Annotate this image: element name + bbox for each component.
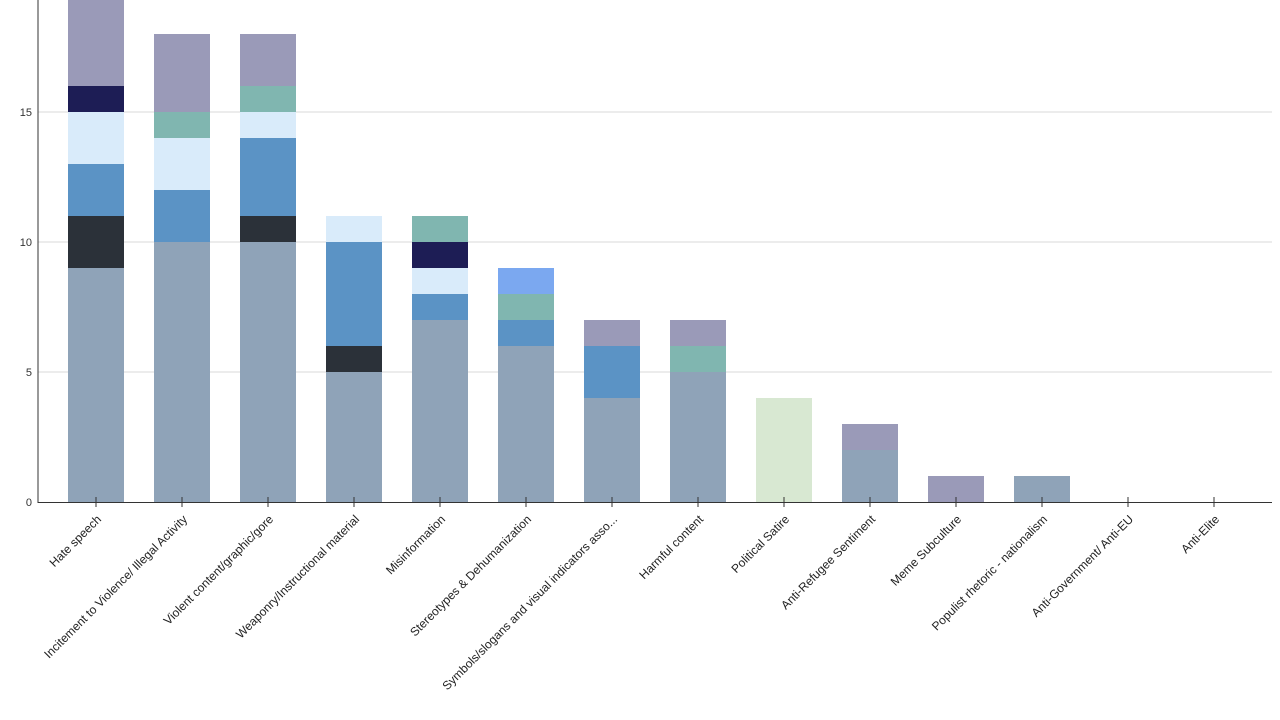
bar-segment (412, 294, 468, 320)
bar-segment (412, 320, 468, 502)
x-tick-label: Incitement to Violence/ Illegal Activity (41, 512, 190, 661)
bar-segment (584, 320, 640, 346)
bar-segment (240, 112, 296, 138)
bar-segment (584, 346, 640, 398)
bar-segment (240, 34, 296, 86)
x-tick-label: Anti-Government/ Anti-EU (1029, 512, 1137, 620)
y-tick-labels: 0 5 10 15 (20, 107, 32, 509)
bar-segment (68, 0, 124, 86)
bar-segment (670, 372, 726, 502)
gridlines (38, 111, 1272, 373)
bar-segment (240, 216, 296, 242)
x-tick-label: Hate speech (47, 512, 105, 570)
bar-segment (68, 86, 124, 112)
bars (68, 0, 1070, 502)
bar-segment (154, 112, 210, 138)
x-tick-label: Political Satire (728, 512, 792, 576)
bar-segment (498, 320, 554, 346)
bar-segment (240, 138, 296, 216)
bar-segment (154, 34, 210, 112)
bar-segment (326, 372, 382, 502)
bar-segment (756, 398, 812, 502)
x-tick-label: Meme Subculture (888, 512, 965, 589)
y-tick-label: 10 (20, 237, 32, 249)
y-tick-label: 15 (20, 107, 32, 119)
bar-segment (498, 268, 554, 294)
x-tick-label: Symbols/slogans and visual indicators as… (439, 512, 620, 693)
bar-segment (412, 268, 468, 294)
x-tick-label: Harmful content (636, 512, 706, 582)
bar-segment (584, 398, 640, 502)
bar-segment (326, 242, 382, 346)
bar-segment (498, 346, 554, 502)
y-tick-label: 0 (26, 497, 32, 509)
bar-segment (240, 86, 296, 112)
axes (37, 0, 1272, 507)
bar-segment (68, 216, 124, 268)
bar-segment (412, 216, 468, 242)
x-tick-label: Anti-Elite (1178, 512, 1222, 556)
bar-segment (498, 294, 554, 320)
bar-segment (670, 346, 726, 372)
bar-segment (842, 450, 898, 502)
bar-segment (326, 216, 382, 242)
bar-segment (68, 268, 124, 502)
x-tick-label: Misinformation (383, 512, 448, 577)
bar-segment (154, 242, 210, 502)
bar-segment (240, 242, 296, 502)
bar-segment (670, 320, 726, 346)
bar-segment (412, 242, 468, 268)
bar-segment (326, 346, 382, 372)
bar-segment (154, 190, 210, 242)
bar-segment (842, 424, 898, 450)
y-tick-label: 5 (26, 367, 32, 379)
bar-segment (68, 164, 124, 216)
x-tick-label: Anti-Refugee Sentiment (778, 512, 878, 612)
bar-segment (68, 112, 124, 164)
bar-segment (154, 138, 210, 190)
